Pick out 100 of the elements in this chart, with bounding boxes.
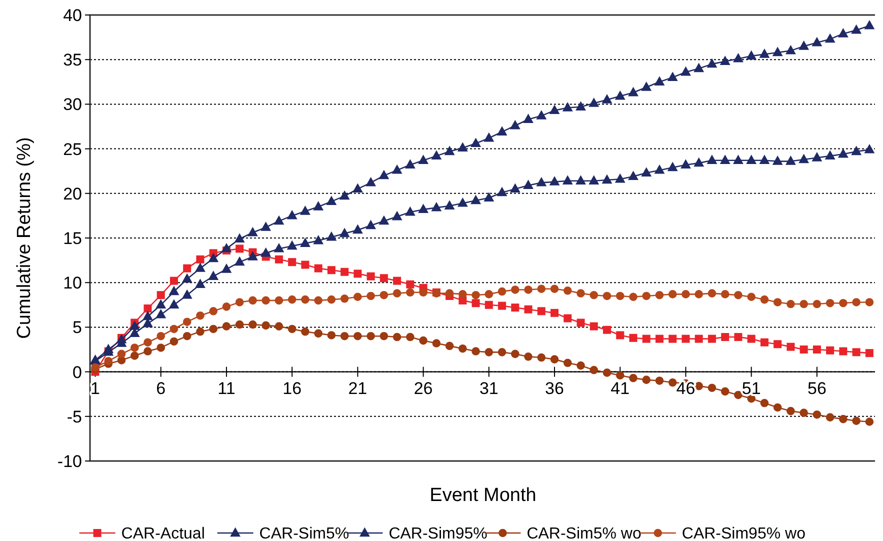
point: [772, 47, 782, 56]
point: [484, 192, 494, 202]
point: [366, 220, 376, 230]
point: [314, 236, 324, 244]
point: [183, 264, 192, 272]
y-tick-label: 10: [63, 274, 82, 293]
point: [274, 255, 283, 264]
point: [707, 58, 717, 68]
point: [326, 196, 336, 206]
point: [563, 286, 572, 295]
point: [602, 368, 612, 377]
point: [746, 50, 756, 60]
point: [484, 348, 494, 356]
point: [366, 272, 375, 280]
y-tick-label: 5: [72, 318, 82, 338]
point: [156, 291, 165, 300]
point: [602, 94, 612, 104]
point: [208, 253, 218, 262]
point: [629, 334, 638, 342]
point: [550, 284, 559, 293]
point: [510, 184, 520, 193]
point: [470, 195, 481, 204]
point: [458, 142, 468, 152]
point: [156, 310, 166, 318]
point: [734, 390, 742, 400]
point: [826, 298, 834, 308]
point: [720, 387, 730, 396]
point: [602, 174, 612, 184]
point: [445, 342, 454, 350]
point: [536, 178, 546, 186]
point: [327, 266, 336, 274]
point: [392, 289, 402, 298]
y-tick-label: -5: [66, 407, 82, 426]
point: [340, 268, 349, 276]
point: [392, 332, 402, 342]
point: [340, 294, 349, 303]
point: [682, 290, 690, 298]
point: [418, 204, 428, 214]
point: [680, 160, 691, 168]
point: [195, 279, 206, 288]
point: [562, 176, 572, 185]
point: [274, 216, 284, 225]
x-tick-label: 36: [545, 378, 564, 398]
point: [655, 376, 664, 385]
point: [668, 162, 678, 172]
x-tick-label: 31: [479, 378, 498, 398]
point: [589, 176, 599, 185]
point: [182, 274, 192, 283]
y-tick-label: 25: [63, 140, 82, 159]
y-tick-label: 15: [63, 228, 82, 248]
point: [668, 290, 677, 298]
point: [562, 102, 572, 112]
y-tick-label: 40: [63, 6, 82, 25]
point: [287, 240, 297, 250]
point: [800, 300, 808, 308]
point: [419, 336, 428, 345]
point: [708, 334, 716, 343]
point: [668, 378, 677, 387]
point: [236, 244, 244, 253]
point: [576, 176, 586, 185]
point: [144, 338, 152, 347]
x-tick-label: 6: [156, 378, 166, 398]
point: [314, 264, 322, 272]
point: [799, 41, 809, 50]
point: [786, 406, 795, 416]
point: [734, 290, 742, 300]
point: [524, 352, 532, 361]
point: [642, 292, 651, 300]
point: [721, 333, 730, 342]
x-tick-label: 16: [282, 378, 302, 398]
point: [104, 344, 114, 354]
point: [419, 288, 428, 297]
point: [196, 255, 204, 264]
point: [222, 264, 232, 273]
point: [760, 155, 770, 164]
point: [195, 263, 206, 272]
point: [628, 171, 638, 180]
point: [629, 374, 638, 382]
point: [550, 105, 560, 114]
point: [156, 332, 166, 340]
point: [694, 290, 704, 298]
point: [144, 304, 152, 312]
point: [156, 344, 166, 352]
point: [746, 155, 756, 164]
point: [288, 258, 296, 266]
y-tick-label: 20: [63, 184, 82, 204]
point: [616, 371, 624, 380]
point: [432, 150, 442, 160]
point: [629, 292, 638, 302]
y-tick-label: 35: [63, 50, 82, 70]
point: [550, 308, 559, 317]
point: [262, 296, 270, 305]
point: [379, 216, 389, 225]
point: [406, 288, 414, 297]
point: [720, 56, 730, 65]
point: [352, 224, 362, 234]
point: [340, 190, 350, 200]
point: [603, 326, 611, 334]
point: [458, 344, 467, 353]
point: [511, 304, 520, 312]
